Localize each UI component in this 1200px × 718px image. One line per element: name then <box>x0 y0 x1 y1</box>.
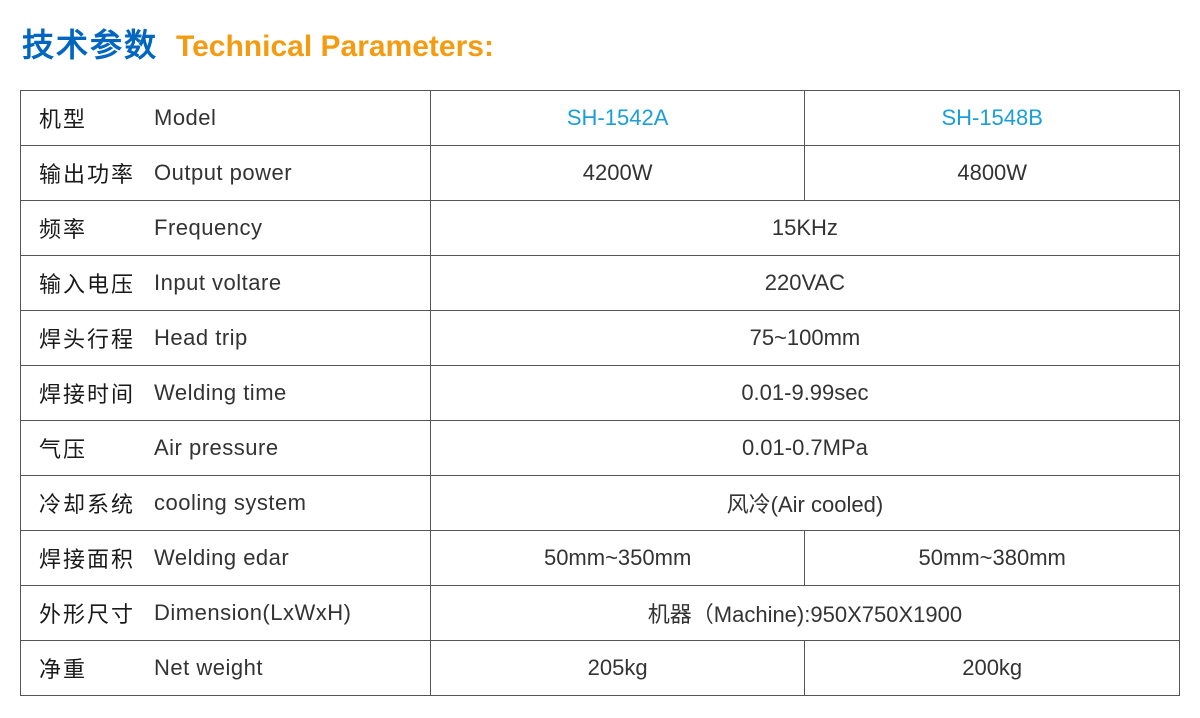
param-value-a: 50mm~350mm <box>430 531 805 586</box>
section-heading: 技术参数 Technical Parameters: <box>22 20 1180 66</box>
param-label-cn: 净重 <box>39 652 154 684</box>
param-label-cn: 输出功率 <box>39 157 154 189</box>
param-value-merged: 0.01-0.7MPa <box>430 421 1179 476</box>
param-value-merged: 220VAC <box>430 256 1179 311</box>
param-label-en: Welding time <box>154 380 287 406</box>
param-label-cn: 外形尺寸 <box>39 597 154 629</box>
param-label-cn: 输入电压 <box>39 267 154 299</box>
param-value-b: 200kg <box>805 641 1180 696</box>
param-label-cn: 焊接时间 <box>39 377 154 409</box>
table-row: 冷却系统cooling system风冷(Air cooled) <box>21 476 1180 531</box>
heading-en: Technical Parameters: <box>176 30 494 64</box>
param-value-merged: 0.01-9.99sec <box>430 366 1179 421</box>
param-value-b: 50mm~380mm <box>805 531 1180 586</box>
param-label-cell: 输出功率Output power <box>21 146 431 201</box>
param-label-en: cooling system <box>154 490 307 516</box>
table-row: 气压Air pressure0.01-0.7MPa <box>21 421 1180 476</box>
param-label-cell: 机型Model <box>21 91 431 146</box>
table-row: 净重Net weight205kg200kg <box>21 641 1180 696</box>
param-label-en: Dimension(LxWxH) <box>154 600 351 626</box>
param-value-merged: 15KHz <box>430 201 1179 256</box>
table-row: 焊接面积Welding edar50mm~350mm50mm~380mm <box>21 531 1180 586</box>
table-row: 输入电压Input voltare220VAC <box>21 256 1180 311</box>
table-row: 频率Frequency15KHz <box>21 201 1180 256</box>
param-label-cn: 气压 <box>39 432 154 464</box>
param-label-en: Welding edar <box>154 545 289 571</box>
param-label-en: Input voltare <box>154 270 282 296</box>
param-label-en: Output power <box>154 160 292 186</box>
param-label-cell: 焊接时间Welding time <box>21 366 431 421</box>
param-value-merged: 机器（Machine):950X750X1900 <box>430 586 1179 641</box>
param-label-cell: 外形尺寸Dimension(LxWxH) <box>21 586 431 641</box>
param-label-cell: 焊头行程Head trip <box>21 311 431 366</box>
table-row: 机型ModelSH-1542ASH-1548B <box>21 91 1180 146</box>
param-label-en: Head trip <box>154 325 248 351</box>
param-label-en: Air pressure <box>154 435 279 461</box>
tech-params-tbody: 机型ModelSH-1542ASH-1548B输出功率Output power4… <box>21 91 1180 696</box>
param-label-en: Frequency <box>154 215 262 241</box>
param-label-cell: 冷却系统cooling system <box>21 476 431 531</box>
param-value-merged: 风冷(Air cooled) <box>430 476 1179 531</box>
tech-params-table: 机型ModelSH-1542ASH-1548B输出功率Output power4… <box>20 90 1180 696</box>
param-label-en: Net weight <box>154 655 263 681</box>
table-row: 输出功率Output power4200W4800W <box>21 146 1180 201</box>
param-value-merged: 75~100mm <box>430 311 1179 366</box>
param-label-cell: 气压Air pressure <box>21 421 431 476</box>
param-value-a: SH-1542A <box>430 91 805 146</box>
table-row: 焊头行程Head trip75~100mm <box>21 311 1180 366</box>
param-label-cn: 焊头行程 <box>39 322 154 354</box>
heading-cn: 技术参数 <box>22 20 158 66</box>
param-label-cell: 净重Net weight <box>21 641 431 696</box>
param-value-a: 205kg <box>430 641 805 696</box>
param-label-cn: 频率 <box>39 212 154 244</box>
param-label-cn: 冷却系统 <box>39 487 154 519</box>
table-row: 焊接时间Welding time0.01-9.99sec <box>21 366 1180 421</box>
table-row: 外形尺寸Dimension(LxWxH)机器（Machine):950X750X… <box>21 586 1180 641</box>
param-value-a: 4200W <box>430 146 805 201</box>
param-label-cn: 机型 <box>39 102 154 134</box>
param-label-cell: 输入电压Input voltare <box>21 256 431 311</box>
param-value-b: SH-1548B <box>805 91 1180 146</box>
param-label-cell: 焊接面积Welding edar <box>21 531 431 586</box>
param-label-cn: 焊接面积 <box>39 542 154 574</box>
param-value-b: 4800W <box>805 146 1180 201</box>
param-label-en: Model <box>154 105 216 131</box>
param-label-cell: 频率Frequency <box>21 201 431 256</box>
